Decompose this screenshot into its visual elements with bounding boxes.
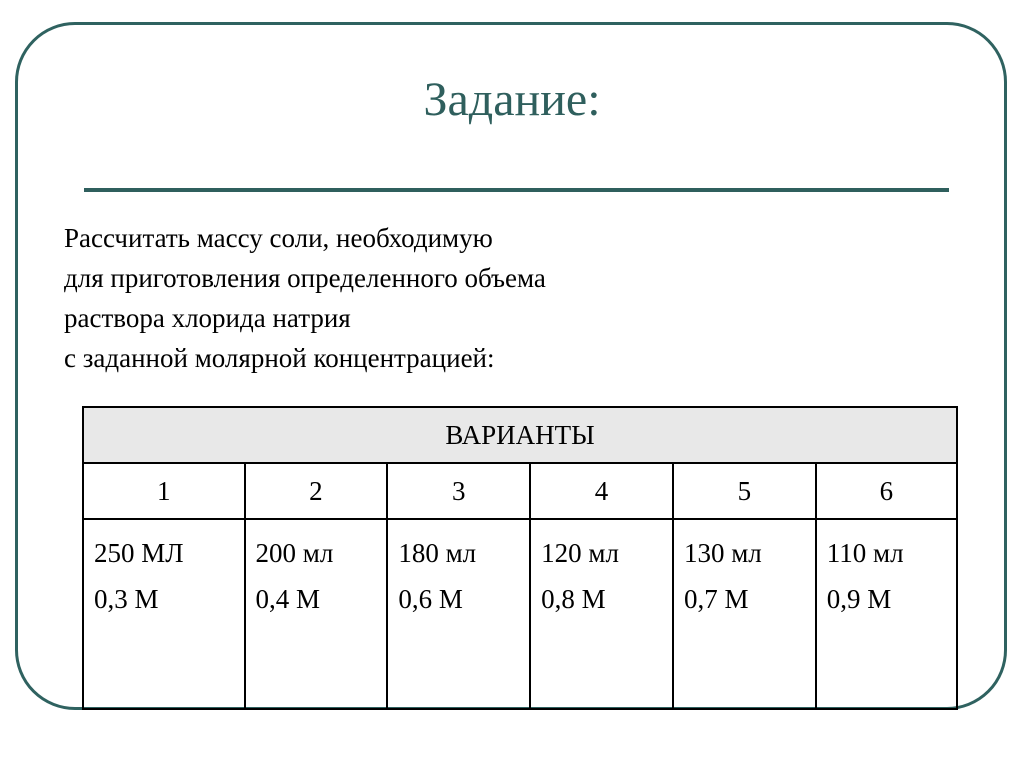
variant-concentration: 0,9 М	[826, 584, 892, 614]
variant-number: 4	[529, 462, 674, 520]
variant-number: 3	[386, 462, 532, 520]
variant-concentration: 0,8 М	[541, 584, 606, 614]
variant-concentration: 0,6 М	[398, 584, 463, 614]
variant-number: 6	[814, 462, 959, 520]
variant-volume: 120 мл	[541, 538, 619, 568]
task-line: Рассчитать массу соли, необходимую	[64, 223, 493, 253]
variant-concentration: 0,7 М	[683, 584, 749, 614]
variant-values: 250 МЛ 0,3 М	[82, 518, 246, 710]
variant-concentration: 0,3 М	[94, 584, 159, 614]
variant-volume: 110 мл	[826, 538, 904, 568]
variant-concentration: 0,4 М	[255, 584, 321, 614]
task-line: для приготовления определенного объема	[64, 263, 546, 293]
slide-title: Задание:	[423, 73, 601, 126]
variant-number: 1	[82, 462, 246, 520]
table-header: ВАРИАНТЫ	[82, 406, 958, 464]
variant-number: 5	[671, 462, 817, 520]
variant-volume: 130 мл	[683, 538, 762, 568]
variant-number: 2	[243, 462, 389, 520]
variant-values: 130 мл 0,7 М	[671, 518, 817, 710]
task-line: с заданной молярной концентрацией:	[64, 343, 495, 373]
variant-values: 200 мл 0,4 М	[243, 518, 389, 710]
variant-values: 180 мл 0,6 М	[386, 518, 532, 710]
variant-values: 110 мл 0,9 М	[814, 518, 959, 710]
task-text: Рассчитать массу соли, необходимую для п…	[64, 218, 546, 378]
divider	[84, 188, 949, 192]
task-line: раствора хлорида натрия	[64, 303, 351, 333]
variant-volume: 250 МЛ	[94, 538, 184, 568]
variant-volume: 180 мл	[398, 538, 477, 568]
variant-volume: 200 мл	[255, 538, 334, 568]
variant-values: 120 мл 0,8 М	[529, 518, 674, 710]
